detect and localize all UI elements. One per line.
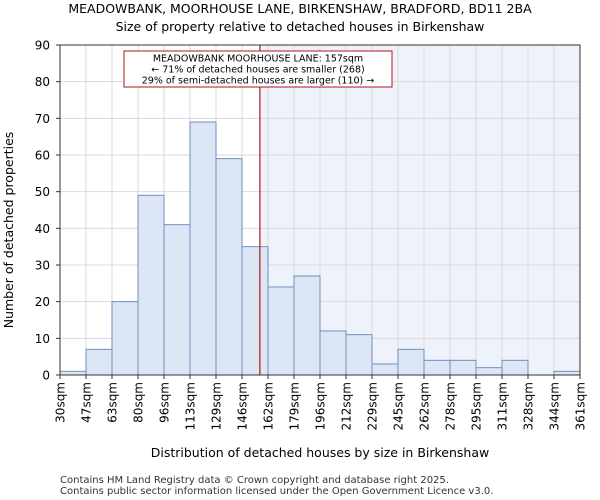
y-tick-label: 10 (35, 332, 50, 346)
x-tick-label: 344sqm (548, 382, 562, 430)
x-tick-label: 311sqm (496, 382, 510, 430)
chart-subtitle: Size of property relative to detached ho… (116, 19, 485, 34)
x-axis-label: Distribution of detached houses by size … (151, 445, 489, 460)
bar (59, 370, 87, 376)
chart-title: MEADOWBANK, MOORHOUSE LANE, BIRKENSHAW, … (68, 1, 532, 16)
x-tick-label: 245sqm (392, 382, 406, 430)
y-tick-label: 80 (35, 75, 50, 89)
x-tick-label: 113sqm (184, 382, 198, 430)
y-tick-label: 60 (35, 149, 50, 163)
bar (189, 121, 217, 376)
footer-line-1: Contains HM Land Registry data © Crown c… (60, 475, 449, 486)
bar (475, 367, 503, 376)
bar (553, 370, 581, 376)
plot-area: 0 10 20 30 40 50 60 70 80 90 30sqm 47sqm 63sqm 80sqm 9… (35, 39, 588, 431)
bar (215, 158, 243, 376)
y-axis-label: Number of detached properties (1, 132, 16, 329)
bar (111, 301, 139, 376)
bar (163, 224, 191, 376)
bar (423, 359, 451, 376)
y-tick-label: 70 (35, 112, 50, 126)
y-tick-label: 0 (42, 369, 50, 383)
x-tick-label: 196sqm (314, 382, 328, 430)
x-tick-label: 162sqm (262, 382, 276, 430)
x-tick-label: 129sqm (210, 382, 224, 430)
x-tick-label: 361sqm (574, 382, 588, 430)
x-tick-label: 229sqm (366, 382, 380, 430)
x-tick-label: 47sqm (80, 382, 94, 423)
marker-annotation: MEADOWBANK MOORHOUSE LANE: 157sqm ← 71% … (123, 50, 393, 88)
y-tick-label: 30 (35, 259, 50, 273)
x-tick-label: 262sqm (418, 382, 432, 430)
annotation-line-2: ← 71% of detached houses are smaller (26… (151, 65, 364, 76)
bar (319, 330, 347, 376)
y-tick-label: 50 (35, 185, 50, 199)
annotation-line-3: 29% of semi-detached houses are larger (… (142, 76, 375, 87)
x-tick-label: 146sqm (236, 382, 250, 430)
x-tick-label: 212sqm (340, 382, 354, 430)
x-tick-label: 179sqm (288, 382, 302, 430)
x-tick-label: 328sqm (522, 382, 536, 430)
y-tick-label: 40 (35, 222, 50, 236)
bar (137, 194, 165, 376)
x-tick-label: 63sqm (106, 382, 120, 423)
bar (293, 275, 321, 376)
bar (449, 359, 477, 376)
bar (241, 246, 269, 376)
bar (371, 363, 399, 376)
x-tick-label: 278sqm (444, 382, 458, 430)
bar (85, 348, 113, 376)
x-tick-label: 80sqm (132, 382, 146, 423)
x-tick-label: 295sqm (470, 382, 484, 430)
bar (501, 359, 529, 376)
y-tick-label: 90 (35, 39, 50, 53)
bar (345, 334, 373, 376)
x-tick-label: 96sqm (158, 382, 172, 423)
annotation-line-1: MEADOWBANK MOORHOUSE LANE: 157sqm (153, 54, 363, 65)
footer-line-2: Contains public sector information licen… (60, 486, 493, 497)
y-tick-label: 20 (35, 295, 50, 309)
annotation-box (123, 50, 393, 88)
x-tick-label: 30sqm (54, 382, 68, 423)
bar (397, 348, 425, 376)
bar (267, 286, 295, 376)
